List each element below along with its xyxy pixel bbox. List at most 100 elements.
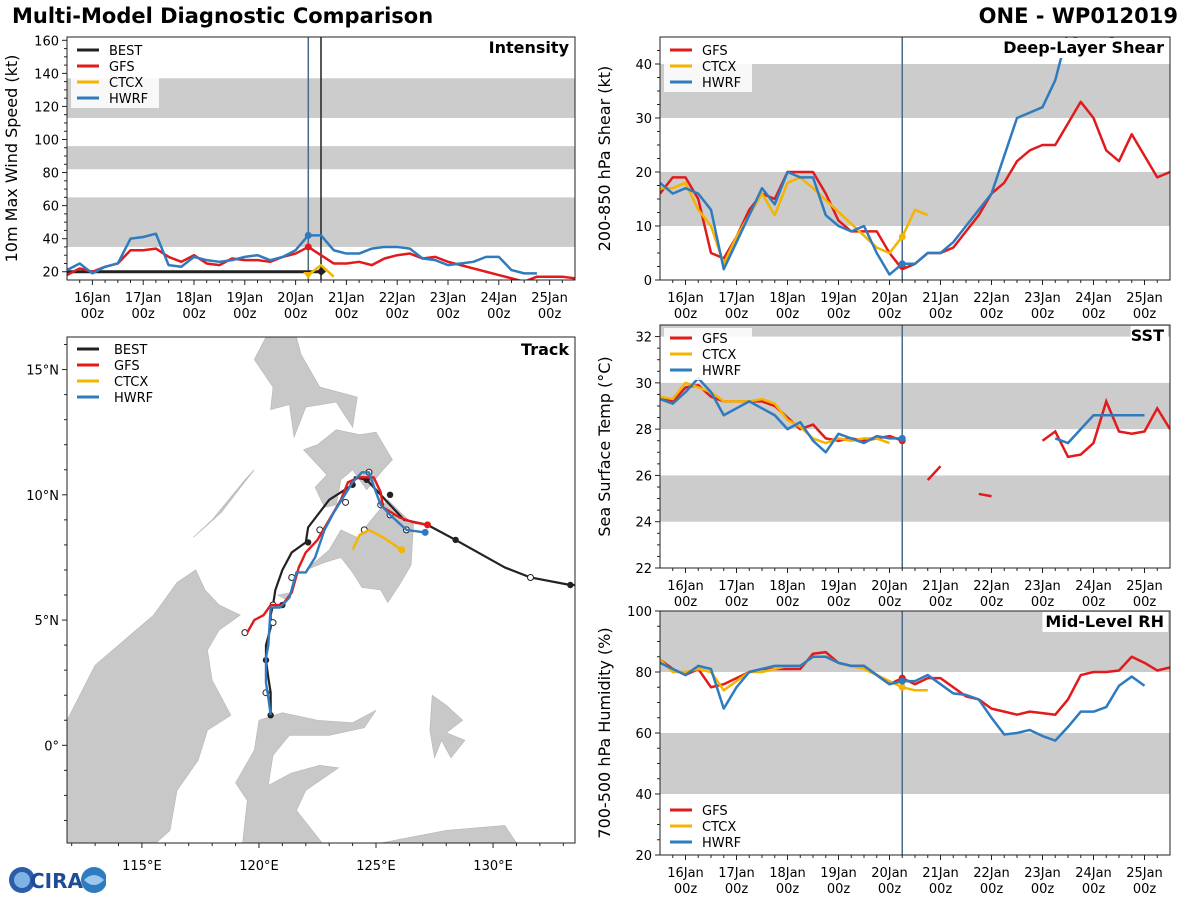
x-tick-day-label: 19Jan [820, 579, 857, 594]
x-tick-day-label: 23Jan [430, 291, 467, 306]
figure-title: Multi-Model Diagnostic Comparison [12, 4, 434, 28]
x-tick-hour-label: 00z [1031, 595, 1055, 610]
panel-track: 0° 5°N 10°N 15°N 115°E 120°E 125°E 130°E Track BE… [26, 336, 576, 874]
land-mass [253, 337, 358, 439]
x-tick-day-label: 25Jan [1126, 579, 1163, 594]
series-ctcx-marker [303, 272, 314, 280]
track-best-fix-marker [241, 629, 249, 637]
x-tick-label: 115°E [122, 859, 162, 874]
x-tick-day-label: 24Jan [1075, 866, 1112, 881]
y-tick-label: 32 [635, 331, 652, 346]
x-tick-day-label: 18Jan [769, 291, 806, 306]
track-best-fix-marker [304, 539, 312, 546]
series-ctcx-line [307, 263, 335, 278]
y-tick-label: 60 [635, 727, 652, 742]
x-tick-hour-label: 00z [386, 307, 410, 322]
y-tick-label: 10 [635, 220, 652, 235]
panel-rh: 2040608010016Jan00z17Jan00z18Jan00z19Jan… [595, 605, 1171, 897]
y-tick-label: 24 [635, 516, 652, 531]
y-tick-label: 15°N [26, 364, 59, 379]
x-tick-day-label: 23Jan [1024, 866, 1061, 881]
series-hwrf-line [660, 376, 903, 454]
series-hwrf-marker [898, 434, 906, 442]
x-tick-day-label: 18Jan [769, 866, 806, 881]
legend-label-ctcx: CTCX [702, 820, 736, 835]
title-background [516, 338, 573, 358]
track-best-fix-marker [386, 491, 394, 499]
x-tick-day-label: 19Jan [820, 866, 857, 881]
x-tick-day-label: 16Jan [667, 579, 704, 594]
x-tick-hour-label: 00z [674, 882, 698, 897]
y-tick-label: 10°N [26, 489, 59, 504]
track-best-line [264, 476, 575, 716]
y-tick-label: 160 [34, 34, 59, 49]
panel-intensity: 2040608010012014016016Jan00z17Jan00z18Ja… [2, 34, 576, 322]
series-hwrf-marker [898, 260, 906, 268]
x-tick-day-label: 20Jan [871, 866, 908, 881]
x-tick-hour-label: 00z [674, 595, 698, 610]
series-gfs-segment [926, 465, 942, 481]
legend-label-gfs: GFS [702, 44, 728, 59]
series-hwrf-line [660, 37, 1115, 276]
storm-id: ONE - WP012019 [978, 4, 1178, 28]
track-best-fix-marker [567, 581, 574, 589]
x-tick-hour-label: 00z [878, 882, 902, 897]
x-tick-hour-label: 00z [827, 595, 851, 610]
x-tick-day-label: 23Jan [1024, 579, 1061, 594]
x-tick-hour-label: 00z [776, 595, 800, 610]
series-hwrf-marker [304, 231, 312, 239]
legend-label-gfs: GFS [109, 60, 135, 75]
x-tick-hour-label: 00z [827, 882, 851, 897]
series-ctcx-marker [898, 233, 906, 241]
x-tick-hour-label: 00z [1082, 595, 1106, 610]
svg-text:CIRA: CIRA [30, 869, 84, 893]
x-tick-day-label: 16Jan [74, 291, 111, 306]
x-tick-hour-label: 00z [81, 307, 105, 322]
x-tick-hour-label: 00z [1133, 307, 1157, 322]
land-mass [380, 825, 517, 843]
x-tick-day-label: 16Jan [667, 866, 704, 881]
y-axis-label: 200-850 hPa Shear (kt) [595, 66, 614, 252]
plot-area [660, 325, 1170, 568]
legend-label-best: BEST [114, 343, 147, 358]
series-ctcx-line [660, 176, 929, 266]
x-tick-hour-label: 00z [776, 882, 800, 897]
y-tick-label: 140 [34, 67, 59, 82]
x-tick-hour-label: 00z [878, 307, 902, 322]
series-hwrf-segment [1054, 414, 1145, 445]
land-mass [302, 429, 393, 508]
legend-label-gfs: GFS [702, 332, 728, 347]
x-tick-hour-label: 00z [1082, 307, 1106, 322]
track-hwrf-line [264, 471, 426, 716]
x-tick-hour-label: 00z [929, 595, 953, 610]
legend-label-gfs: GFS [114, 359, 140, 374]
track-ctcx-line [351, 528, 403, 551]
y-tick-label: 0° [44, 739, 59, 754]
x-tick-day-label: 23Jan [1024, 291, 1061, 306]
y-tick-label: 28 [635, 423, 652, 438]
y-tick-label: 40 [635, 788, 652, 803]
x-tick-hour-label: 00z [929, 882, 953, 897]
legend-label-hwrf: HWRF [109, 92, 148, 107]
series-hwrf-line [67, 232, 537, 275]
x-tick-day-label: 16Jan [667, 291, 704, 306]
legend-label-hwrf: HWRF [702, 76, 741, 91]
legend-label-ctcx: CTCX [114, 375, 148, 390]
panel-sst: 22242628303216Jan00z17Jan00z18Jan00z19Ja… [595, 324, 1171, 610]
y-tick-label: 0 [644, 274, 652, 289]
x-tick-hour-label: 00z [776, 307, 800, 322]
x-tick-day-label: 25Jan [531, 291, 568, 306]
x-tick-hour-label: 00z [436, 307, 460, 322]
x-tick-hour-label: 00z [1031, 307, 1055, 322]
x-tick-hour-label: 00z [725, 595, 749, 610]
shaded-band [660, 172, 1170, 226]
shaded-band [660, 733, 1170, 794]
x-tick-hour-label: 00z [487, 307, 511, 322]
plot-area [660, 611, 1170, 855]
x-tick-label: 125°E [356, 859, 396, 874]
x-tick-label: 130°E [473, 859, 513, 874]
y-axis-label: Sea Surface Temp (°C) [595, 356, 614, 536]
y-tick-label: 100 [34, 133, 59, 148]
cira-logo-icon: CIRA [9, 867, 107, 893]
